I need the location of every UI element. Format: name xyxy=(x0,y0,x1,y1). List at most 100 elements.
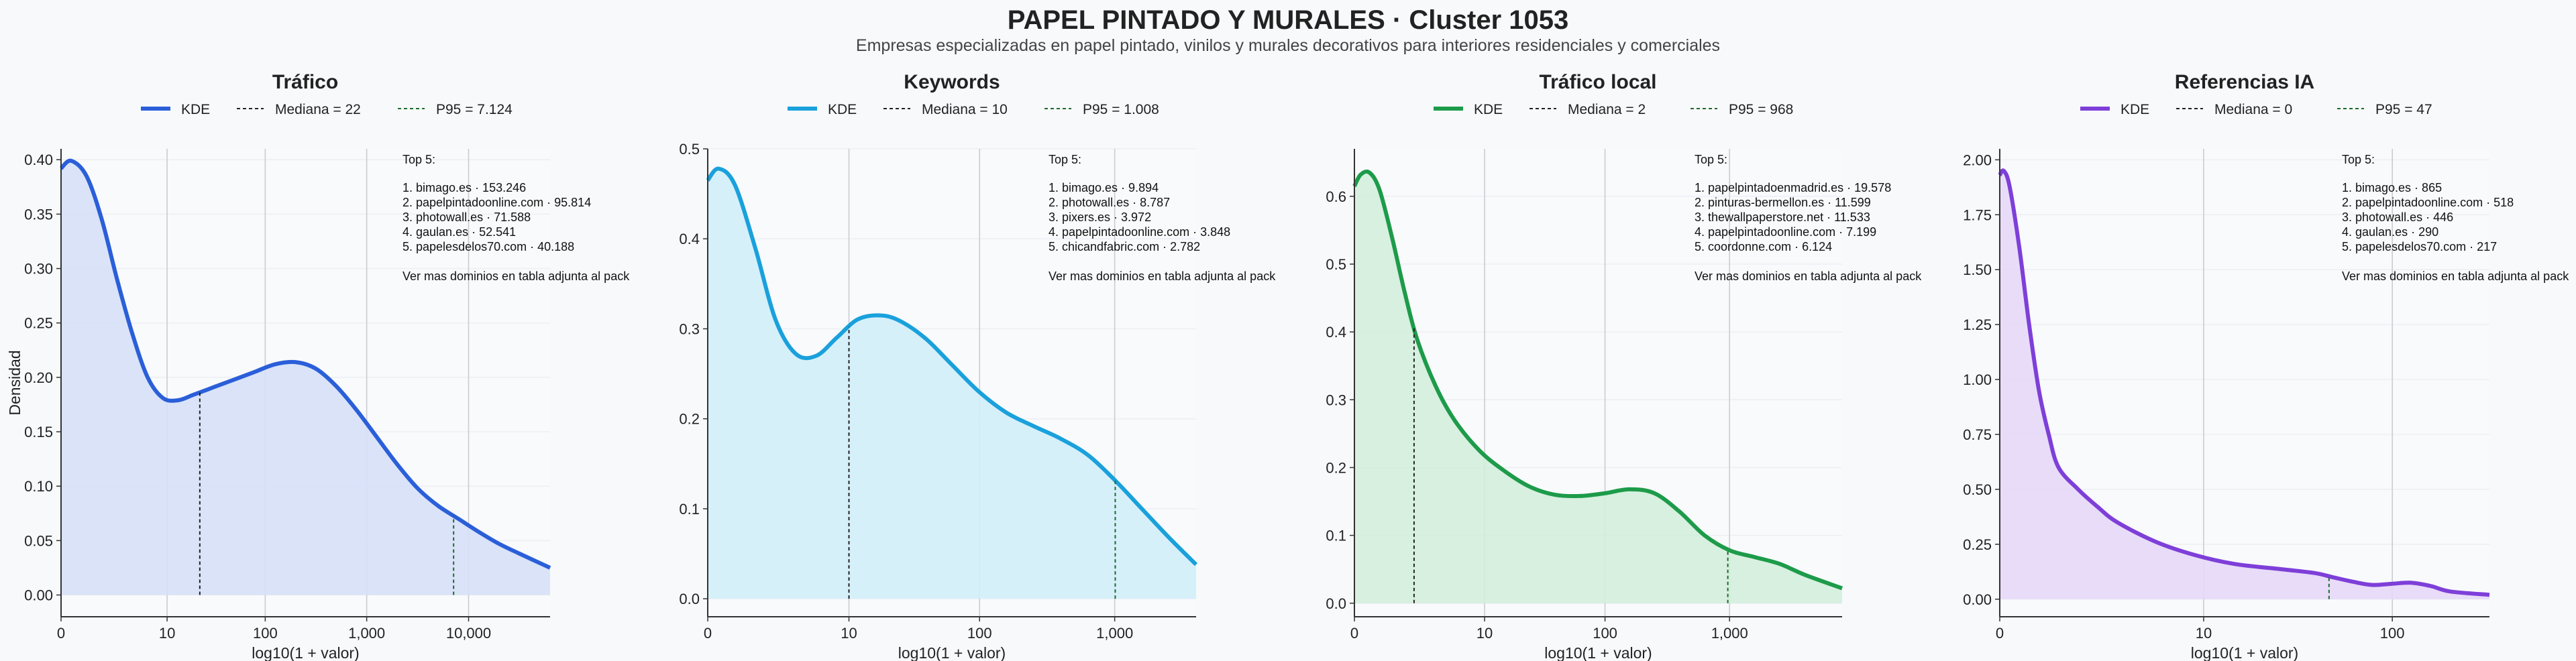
legend-kde-label: KDE xyxy=(1474,102,1503,117)
y-tick-label: 0.10 xyxy=(24,478,53,495)
annotation-line: 5. papelesdelos70.com · 217 xyxy=(2342,240,2497,253)
annotation-line: 3. thewallpaperstore.net · 11.533 xyxy=(1695,211,1870,224)
y-tick-label: 0.5 xyxy=(1326,256,1346,273)
y-tick-label: 0.00 xyxy=(24,587,53,604)
y-tick-label: 1.50 xyxy=(1963,261,1992,278)
y-tick-label: 0.50 xyxy=(1963,481,1992,498)
y-tick-label: 0.4 xyxy=(1326,324,1346,341)
y-tick-label: 0.4 xyxy=(679,231,700,247)
x-tick-label: 10 xyxy=(841,625,857,642)
x-tick-label: 100 xyxy=(253,625,278,642)
kde-area xyxy=(708,168,1196,599)
x-tick-label: 1,000 xyxy=(1096,625,1133,642)
chart-panel-1: 0.00 0.05 0.10 0.15 0.20 0.25 0.30 0.35 0.40 0 10 1… xyxy=(24,71,630,661)
x-axis-label: log10(1 + valor) xyxy=(898,644,1006,661)
annotation-line: 4. papelpintadoonline.com · 3.848 xyxy=(1049,225,1230,239)
annotation-footer: Ver mas dominios en tabla adjunta al pac… xyxy=(402,269,630,283)
x-tick-label: 10 xyxy=(2196,625,2212,642)
annotation-line: 4. gaulan.es · 52.541 xyxy=(402,225,516,239)
x-axis-label: log10(1 + valor) xyxy=(1544,644,1652,661)
legend-median-label: Mediana = 2 xyxy=(1568,102,1646,117)
y-tick-label: 0.1 xyxy=(1326,528,1346,544)
kde-area xyxy=(2000,170,2489,599)
annotation-line: 1. papelpintadoenmadrid.es · 19.578 xyxy=(1695,181,1891,194)
annotation-line: 1. bimago.es · 153.246 xyxy=(402,181,526,194)
annotation-line: 1. bimago.es · 9.894 xyxy=(1049,181,1159,194)
y-tick-label: 0.35 xyxy=(24,206,53,223)
annotation-title: Top 5: xyxy=(402,153,435,166)
legend-p95-label: P95 = 968 xyxy=(1729,102,1793,117)
annotation-line: 3. photowall.es · 446 xyxy=(2342,211,2453,224)
kde-line xyxy=(1998,168,2490,597)
legend-median-label: Mediana = 0 xyxy=(2214,102,2292,117)
annotation-line: 2. papelpintadoonline.com · 95.814 xyxy=(402,196,591,209)
y-tick-label: 0.2 xyxy=(679,411,700,428)
legend-kde-label: KDE xyxy=(181,102,210,117)
annotation-line: 2. pinturas-bermellon.es · 11.599 xyxy=(1695,196,1871,209)
legend-median-label: Mediana = 22 xyxy=(275,102,361,117)
chart-title: Keywords xyxy=(904,71,1000,93)
legend-kde-label: KDE xyxy=(828,102,857,117)
annotation-line: 3. photowall.es · 71.588 xyxy=(402,211,531,224)
x-tick-label: 1,000 xyxy=(348,625,385,642)
page-subtitle: Empresas especializadas en papel pintado… xyxy=(855,36,1721,55)
x-tick-label: 100 xyxy=(967,625,992,642)
y-tick-label: 0.05 xyxy=(24,532,53,549)
legend-p95-label: P95 = 47 xyxy=(2375,102,2432,117)
kde-line xyxy=(1352,169,1843,591)
y-tick-label: 0.20 xyxy=(24,369,53,386)
y-tick-label: 0.5 xyxy=(679,141,700,158)
y-tick-label: 1.25 xyxy=(1963,316,1992,333)
kde-area xyxy=(61,160,550,595)
y-tick-label: 0.40 xyxy=(24,152,53,168)
chart-title: Tráfico local xyxy=(1539,71,1656,93)
annotation-line: 2. papelpintadoonline.com · 518 xyxy=(2342,196,2514,209)
y-tick-label: 0.25 xyxy=(1963,536,1992,553)
y-tick-label: 0.0 xyxy=(679,591,700,607)
annotation-footer: Ver mas dominios en tabla adjunta al pac… xyxy=(1049,269,1276,283)
x-tick-label: 10,000 xyxy=(446,625,491,642)
legend-p95-label: P95 = 1.008 xyxy=(1083,102,1159,117)
y-tick-label: 1.00 xyxy=(1963,371,1992,388)
y-tick-label: 0.1 xyxy=(679,501,700,518)
annotation-line: 5. chicandfabric.com · 2.782 xyxy=(1049,240,1200,253)
y-tick-label: 0.6 xyxy=(1326,188,1346,205)
chart-title: Referencias IA xyxy=(2175,71,2314,93)
kde-line xyxy=(706,166,1198,566)
x-tick-label: 0 xyxy=(1996,625,2004,642)
y-tick-label: 1.75 xyxy=(1963,206,1992,223)
annotation-line: 5. papelesdelos70.com · 40.188 xyxy=(402,240,574,253)
annotation-title: Top 5: xyxy=(2342,153,2375,166)
chart-title: Tráfico xyxy=(272,71,338,93)
page-title: PAPEL PINTADO Y MURALES · Cluster 1053 xyxy=(1007,5,1569,35)
annotation-title: Top 5: xyxy=(1695,153,1727,166)
y-tick-label: 2.00 xyxy=(1963,152,1992,168)
legend-median-label: Mediana = 10 xyxy=(922,102,1008,117)
x-axis-label: log10(1 + valor) xyxy=(252,644,359,661)
legend-p95-label: P95 = 7.124 xyxy=(436,102,513,117)
x-tick-label: 1,000 xyxy=(1711,625,1748,642)
kde-area xyxy=(1354,171,1842,603)
chart-panel-4: 0.00 0.25 0.50 0.75 1.00 1.25 1.50 1.75 2.00 0 10 1… xyxy=(1963,71,2569,661)
y-tick-label: 0.25 xyxy=(24,315,53,332)
annotation-line: 1. bimago.es · 865 xyxy=(2342,181,2442,194)
y-tick-label: 0.0 xyxy=(1326,595,1346,612)
x-tick-label: 10 xyxy=(159,625,175,642)
y-tick-label: 0.3 xyxy=(679,320,700,337)
y-tick-label: 0.30 xyxy=(24,261,53,278)
x-tick-label: 0 xyxy=(1350,625,1358,642)
annotation-footer: Ver mas dominios en tabla adjunta al pac… xyxy=(2342,269,2569,283)
annotation-line: 5. coordonne.com · 6.124 xyxy=(1695,240,1832,253)
x-axis-label: log10(1 + valor) xyxy=(2191,644,2298,661)
annotation-footer: Ver mas dominios en tabla adjunta al pac… xyxy=(1695,269,1922,283)
chart-panel-3: 0.0 0.1 0.2 0.3 0.4 0.5 0.6 0 10 100 1,000 log10(1 … xyxy=(1326,71,1922,661)
annotation-line: 4. gaulan.es · 290 xyxy=(2342,225,2438,239)
x-tick-label: 0 xyxy=(704,625,712,642)
annotation-line: 2. photowall.es · 8.787 xyxy=(1049,196,1170,209)
y-axis-label: Densidad xyxy=(6,350,23,415)
y-tick-label: 0.00 xyxy=(1963,591,1992,608)
annotation-line: 3. pixers.es · 3.972 xyxy=(1049,211,1151,224)
annotation-title: Top 5: xyxy=(1049,153,1081,166)
x-tick-label: 100 xyxy=(2380,625,2405,642)
x-tick-label: 0 xyxy=(57,625,65,642)
